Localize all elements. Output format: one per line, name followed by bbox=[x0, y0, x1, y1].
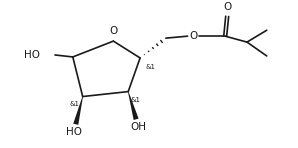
Polygon shape bbox=[73, 96, 83, 125]
Text: HO: HO bbox=[66, 127, 82, 137]
Text: &1: &1 bbox=[130, 96, 140, 103]
Text: O: O bbox=[109, 26, 117, 36]
Text: HO: HO bbox=[24, 50, 40, 60]
Polygon shape bbox=[128, 91, 139, 120]
Text: O: O bbox=[190, 31, 198, 41]
Text: &1: &1 bbox=[70, 102, 80, 107]
Text: OH: OH bbox=[130, 122, 146, 132]
Text: O: O bbox=[223, 2, 231, 12]
Text: &1: &1 bbox=[145, 64, 155, 70]
